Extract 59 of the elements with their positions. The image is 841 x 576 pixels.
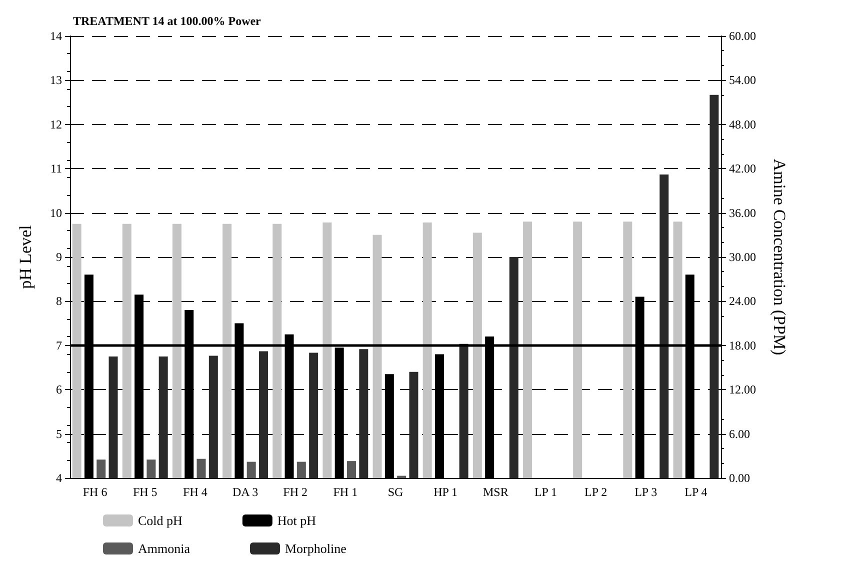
bar [409, 372, 418, 478]
bar [146, 460, 156, 478]
bar [347, 461, 356, 478]
y-tick-label: 12 [50, 117, 62, 132]
y2-tick-label: 36.00 [729, 206, 756, 220]
bar [196, 458, 206, 478]
x-tick-label: FH 1 [333, 485, 358, 499]
y2-tick-label: 60.00 [729, 29, 756, 43]
y2-tick-label: 6.00 [729, 426, 750, 441]
x-tick-label: FH 6 [82, 485, 108, 499]
y-tick-label: 4 [56, 471, 62, 485]
y-tick-label: 6 [56, 382, 62, 397]
x-tick-label: FH 5 [132, 485, 158, 499]
x-tick-label: MSR [482, 485, 508, 499]
y-tick-label: 9 [56, 250, 62, 264]
bar [296, 462, 306, 478]
chart-title: TREATMENT 14 at 100.00% Power [73, 14, 262, 28]
bar [309, 352, 318, 478]
y2-tick-label: 12.00 [729, 382, 756, 397]
bar [258, 351, 268, 478]
y2-tick-label: 48.00 [729, 117, 756, 132]
bar [660, 174, 669, 478]
y-tick-label: 11 [50, 162, 62, 176]
bar [96, 460, 106, 478]
x-tick-label: DA 3 [232, 485, 258, 499]
y2-tick-label: 54.00 [729, 73, 756, 88]
y-tick-label: 14 [50, 29, 62, 43]
y-tick-label: 10 [50, 206, 62, 220]
y-tick-label: 7 [56, 338, 62, 352]
y2-tick-label: 42.00 [729, 162, 756, 176]
y-tick-label: 8 [56, 294, 62, 308]
bar [208, 356, 218, 478]
y2-tick-label: 30.00 [729, 250, 756, 264]
y-tick-label: 5 [56, 426, 62, 441]
legend-label: Morpholine [284, 541, 347, 556]
x-tick-label: FH 4 [183, 485, 208, 499]
y-tick-label: 13 [50, 73, 62, 88]
bar [459, 344, 468, 478]
y-axis-title: pH Level [16, 224, 35, 289]
x-tick-label: SG [388, 485, 404, 499]
legend-label: Ammonia [138, 541, 190, 556]
y2-axis-title: Amine Concentration (PPM) [770, 158, 789, 356]
bar [710, 94, 719, 478]
bar [158, 356, 168, 478]
bar [246, 462, 256, 478]
y2-tick-label: 24.00 [729, 294, 756, 308]
legend-label: Cold pH [138, 513, 182, 528]
bar [108, 356, 118, 478]
bar [359, 349, 368, 478]
y2-tick-label: 18.00 [729, 338, 756, 352]
x-tick-label: LP 3 [634, 485, 658, 499]
x-tick-label: LP 1 [534, 485, 558, 499]
x-tick-label: LP 2 [584, 485, 608, 499]
x-tick-label: HP 1 [434, 485, 458, 499]
legend-label: Hot pH [277, 513, 316, 528]
x-tick-label: LP 4 [684, 485, 708, 499]
y2-tick-label: 0.00 [729, 471, 750, 485]
x-tick-label: FH 2 [283, 485, 308, 499]
bar [509, 257, 518, 478]
